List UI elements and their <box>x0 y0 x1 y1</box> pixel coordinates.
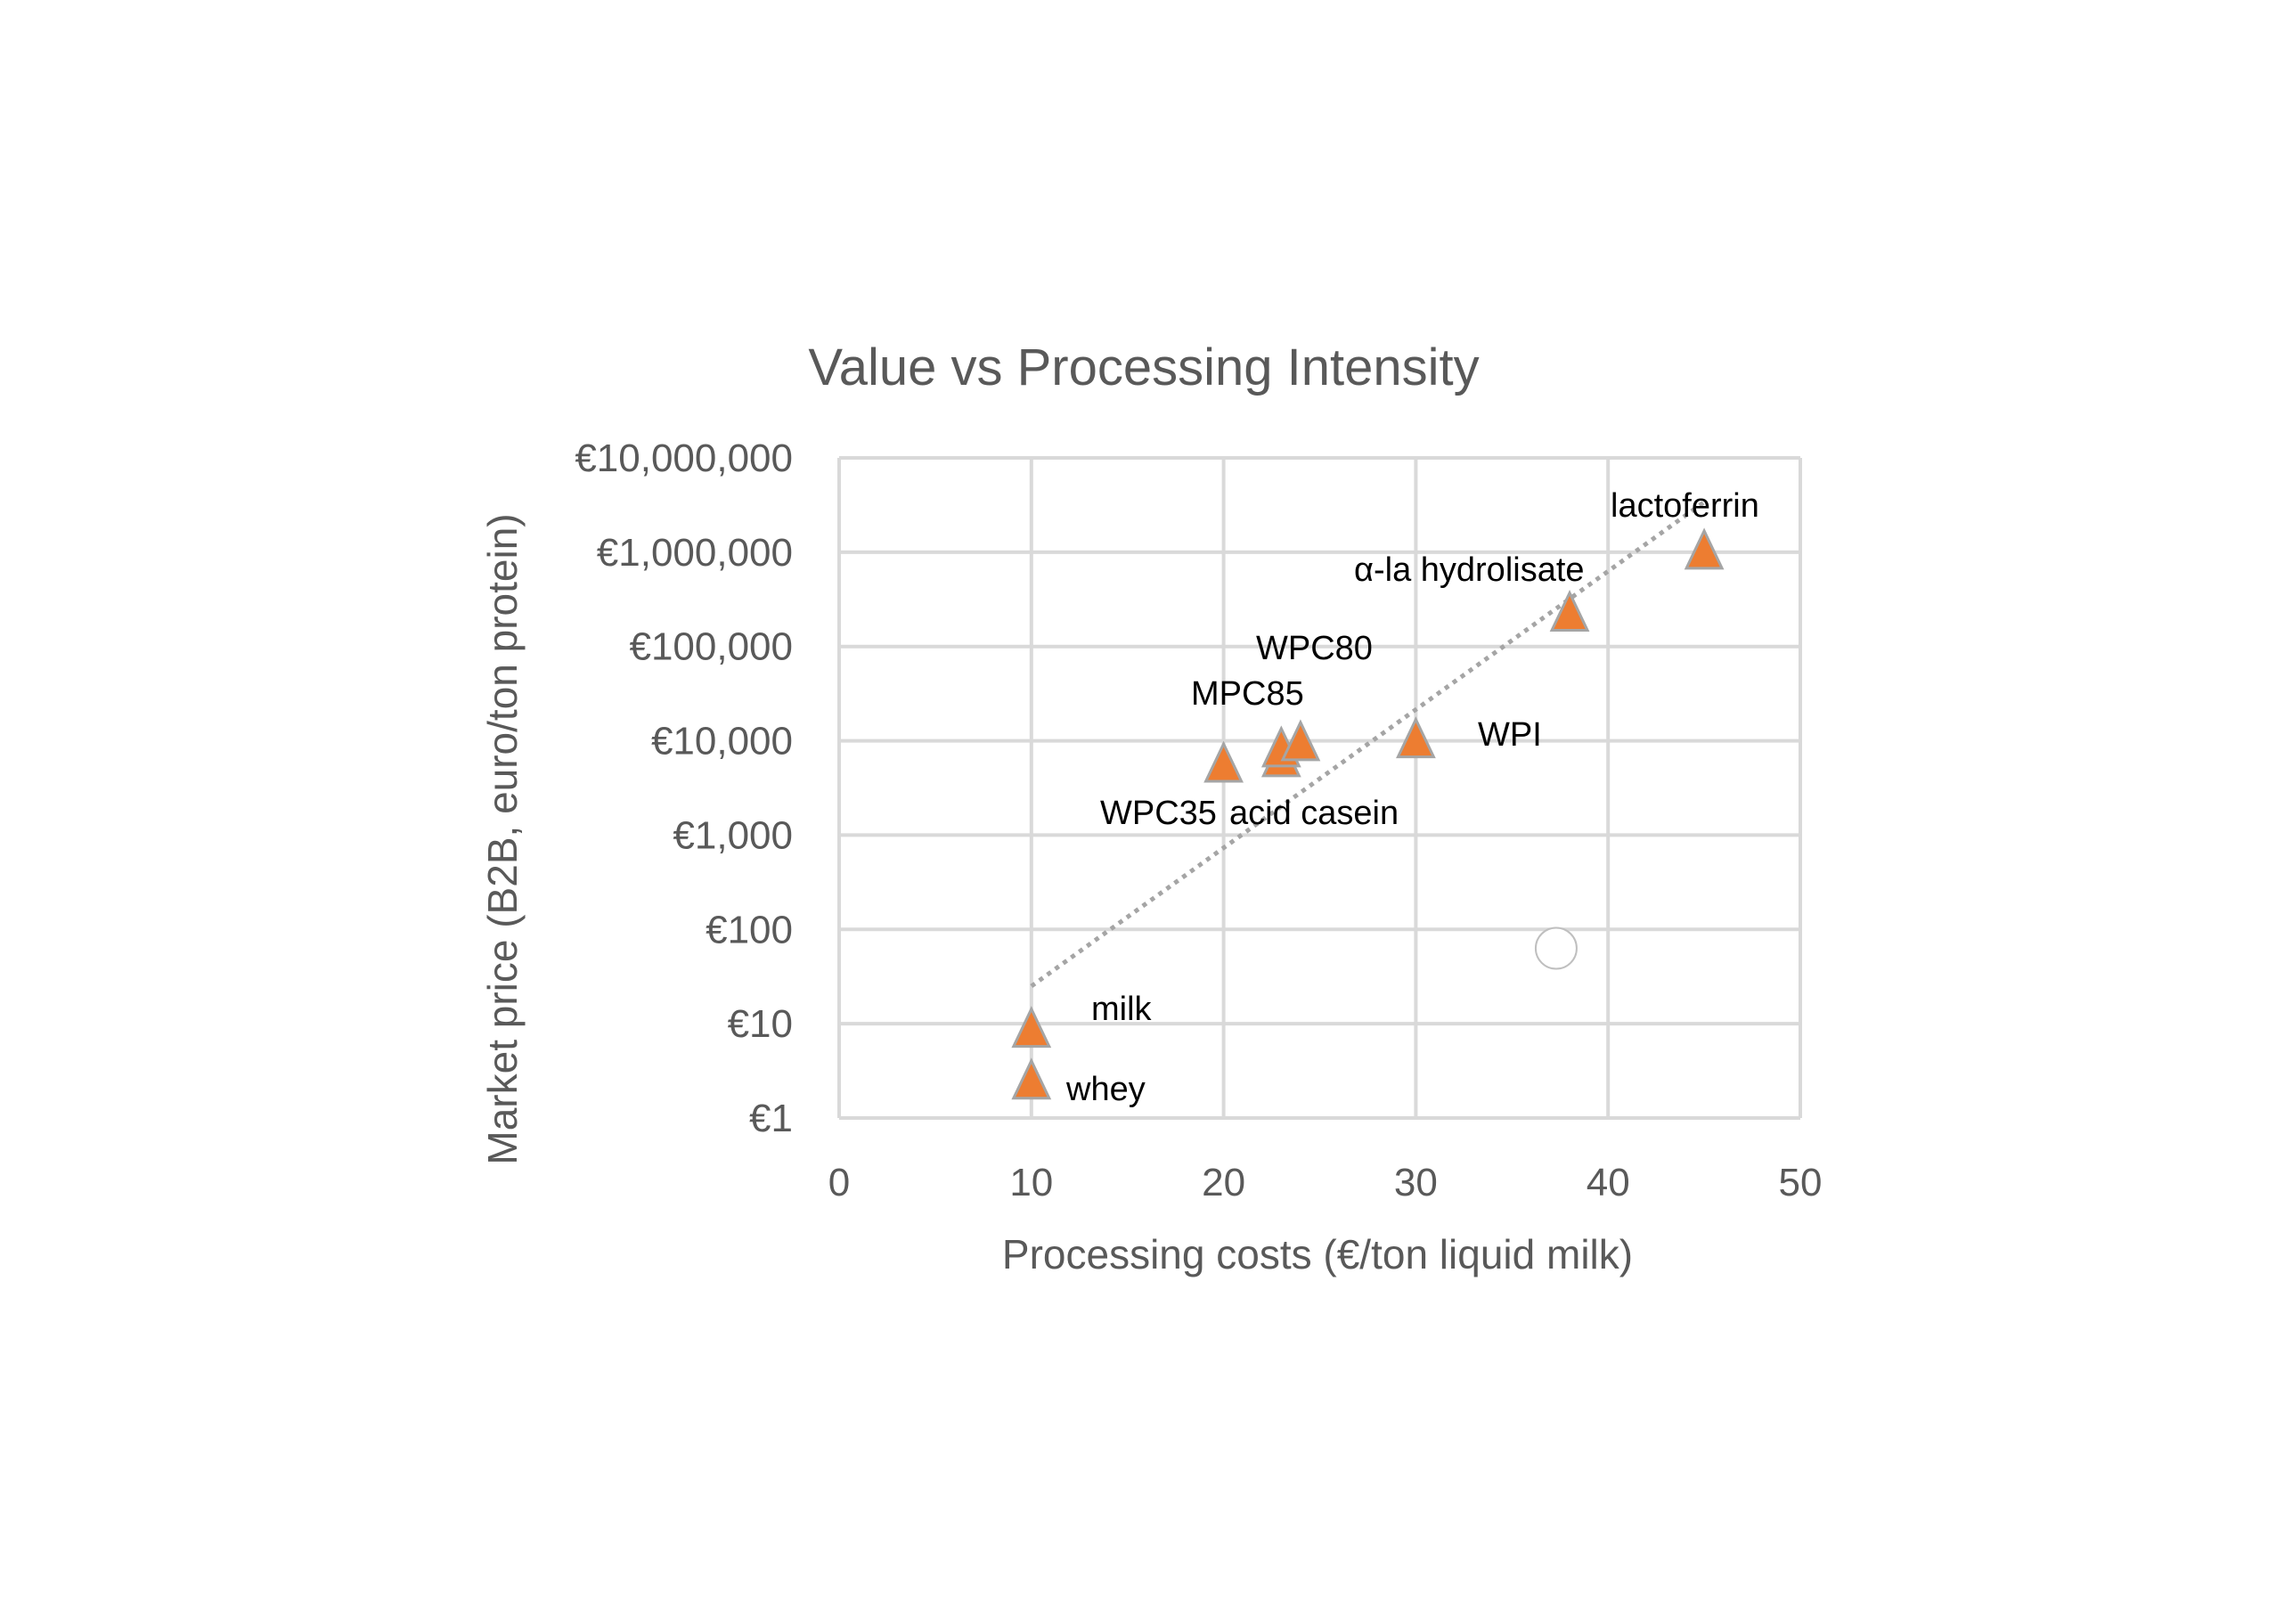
triangle-marker <box>1396 716 1436 759</box>
data-label: WPC80 <box>1256 630 1373 667</box>
y-axis-label: Market price (B2B, euro/ton protein) <box>479 513 526 1164</box>
y-tick-label: €10,000,000 <box>575 437 793 480</box>
triangle-marker <box>1011 1057 1052 1100</box>
triangle-marker <box>1011 1006 1052 1049</box>
y-tick-label: €1,000,000 <box>597 531 793 575</box>
data-label: whey <box>1065 1071 1146 1108</box>
chart-title: Value vs Processing Intensity <box>808 339 1479 396</box>
data-points <box>1011 527 1725 1100</box>
trendline-path <box>1030 500 1706 989</box>
data-label: milk <box>1091 991 1153 1028</box>
x-tick-label: 40 <box>1587 1161 1630 1204</box>
y-tick-label: €10 <box>728 1002 793 1046</box>
triangle-marker <box>1549 589 1590 632</box>
y-tick-label: €1,000 <box>673 813 793 857</box>
x-tick-label: 10 <box>1009 1161 1053 1204</box>
data-label: WPC35 <box>1100 795 1217 832</box>
triangle-marker <box>1280 719 1321 762</box>
data-label: α-la hydrolisate <box>1354 551 1585 589</box>
x-tick-label: 20 <box>1202 1161 1245 1204</box>
x-axis-label: Processing costs (€/ton liquid milk) <box>1002 1231 1633 1277</box>
y-tick-label: €10,000 <box>651 720 793 763</box>
x-tick-labels: 0 10 20 30 40 50 <box>828 1161 1823 1204</box>
gridlines <box>837 456 1802 1120</box>
triangle-marker <box>1203 740 1244 783</box>
y-tick-label: €100,000 <box>629 625 793 669</box>
x-tick-label: 50 <box>1779 1161 1823 1204</box>
data-label: lactoferrin <box>1611 487 1759 525</box>
data-label: MPC85 <box>1191 675 1304 713</box>
empty-circle-marker <box>1534 926 1578 970</box>
x-tick-label: 0 <box>828 1161 850 1204</box>
y-tick-label: €100 <box>706 908 793 951</box>
data-label: WPI <box>1478 716 1542 754</box>
triangle-marker <box>1684 527 1725 570</box>
x-tick-label: 30 <box>1394 1161 1438 1204</box>
trendline <box>1030 500 1706 989</box>
y-tick-label: €1 <box>749 1097 793 1140</box>
data-label: acid casein <box>1229 795 1399 832</box>
y-tick-labels: €1 €10 €100 €1,000 €10,000 €100,000 €1,000,000… <box>575 437 793 1140</box>
data-labels: whey milk WPC35 acid casein MPC85 WPC80 WPI α-l… <box>1065 487 1759 1108</box>
